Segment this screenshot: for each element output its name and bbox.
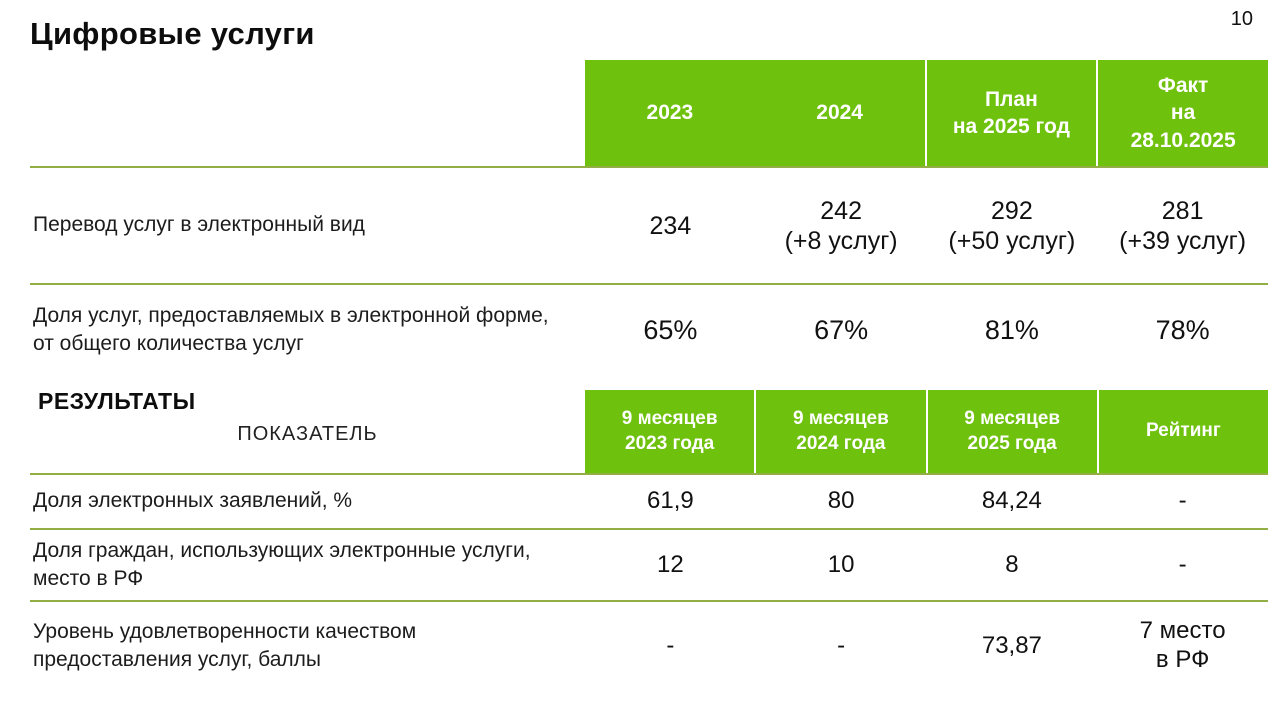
table2-row3-label: Уровень удовлетворенности качеством пред…	[33, 619, 417, 671]
page-number: 10	[1230, 8, 1253, 30]
table2-header-9m-2023: 9 месяцев 2023 года	[621, 407, 718, 454]
table1-row2-label: Доля услуг, предоставляемых в электронно…	[33, 303, 549, 355]
table-row: Доля граждан, использующих электронные у…	[30, 528, 1268, 600]
table-row: Уровень удовлетворенности качеством пред…	[30, 600, 1268, 690]
table2-row2-value-9m2023: 12	[657, 550, 684, 578]
table2-header-row: 9 месяцев 2023 года 9 месяцев 2024 года …	[585, 390, 1268, 473]
table2-row1-value-9m2025: 84,24	[981, 487, 1042, 515]
table1-row1-value-fact: 281 (+39 услуг)	[1119, 196, 1247, 255]
table1-row1-label: Перевод услуг в электронный вид	[33, 213, 365, 237]
table1-row1-value-2024: 242 (+8 услуг)	[784, 196, 898, 255]
table2-row3-value-9m2023: -	[666, 631, 675, 659]
results-heading: РЕЗУЛЬТАТЫ	[38, 388, 196, 414]
table2-header-9m-2025: 9 месяцев 2025 года	[925, 390, 1097, 473]
table2-row1-value-9m2023: 61,9	[647, 487, 694, 515]
table2-header-9m-2024: 9 месяцев 2024 года	[754, 390, 925, 473]
table-row: Доля услуг, предоставляемых в электронно…	[30, 283, 1268, 375]
table1-header-row: 2023 2024 План на 2025 год Факт на 28.10…	[585, 60, 1268, 166]
indicator-column-heading: ПОКАЗАТЕЛЬ	[237, 423, 378, 445]
table2-row2-value-9m2025: 8	[1005, 550, 1019, 578]
table1-header-2024: 2024	[816, 101, 863, 125]
table1-header-plan-2025: План на 2025 год	[924, 60, 1097, 166]
table2-row3-value-9m2025: 73,87	[981, 631, 1042, 659]
table2-row1-label: Доля электронных заявлений, %	[33, 489, 353, 513]
table-row: Доля электронных заявлений, % 61,9 80 84…	[30, 473, 1268, 528]
table2-row3-value-9m2024: -	[837, 631, 846, 659]
table1-row2-value-plan: 81%	[984, 314, 1039, 345]
table1-row2-value-2023: 65%	[643, 314, 698, 345]
table2-row2-value-9m2024: 10	[827, 550, 855, 578]
table2-row1-value-rating: -	[1178, 487, 1187, 515]
table-row: Перевод услуг в электронный вид 234 242 …	[30, 166, 1268, 283]
table2-row1-value-9m2024: 80	[827, 487, 855, 515]
table1-row1-value-plan: 292 (+50 услуг)	[948, 196, 1076, 255]
table1-header-fact-28-10-2025: Факт на 28.10.2025	[1096, 60, 1268, 166]
table2-row2-value-rating: -	[1178, 550, 1187, 578]
table2-row3-value-rating: 7 место в РФ	[1139, 617, 1226, 673]
table2-header-rating: Рейтинг	[1096, 390, 1268, 473]
table1-row2-value-2024: 67%	[814, 314, 869, 345]
table1-header-2023: 2023	[646, 101, 694, 125]
table1-row2-value-fact: 78%	[1155, 314, 1210, 345]
page-title: Цифровые услуги	[30, 16, 315, 51]
table1-row1-value-2023: 234	[649, 211, 692, 240]
table2-row2-label: Доля граждан, использующих электронные у…	[33, 538, 531, 590]
